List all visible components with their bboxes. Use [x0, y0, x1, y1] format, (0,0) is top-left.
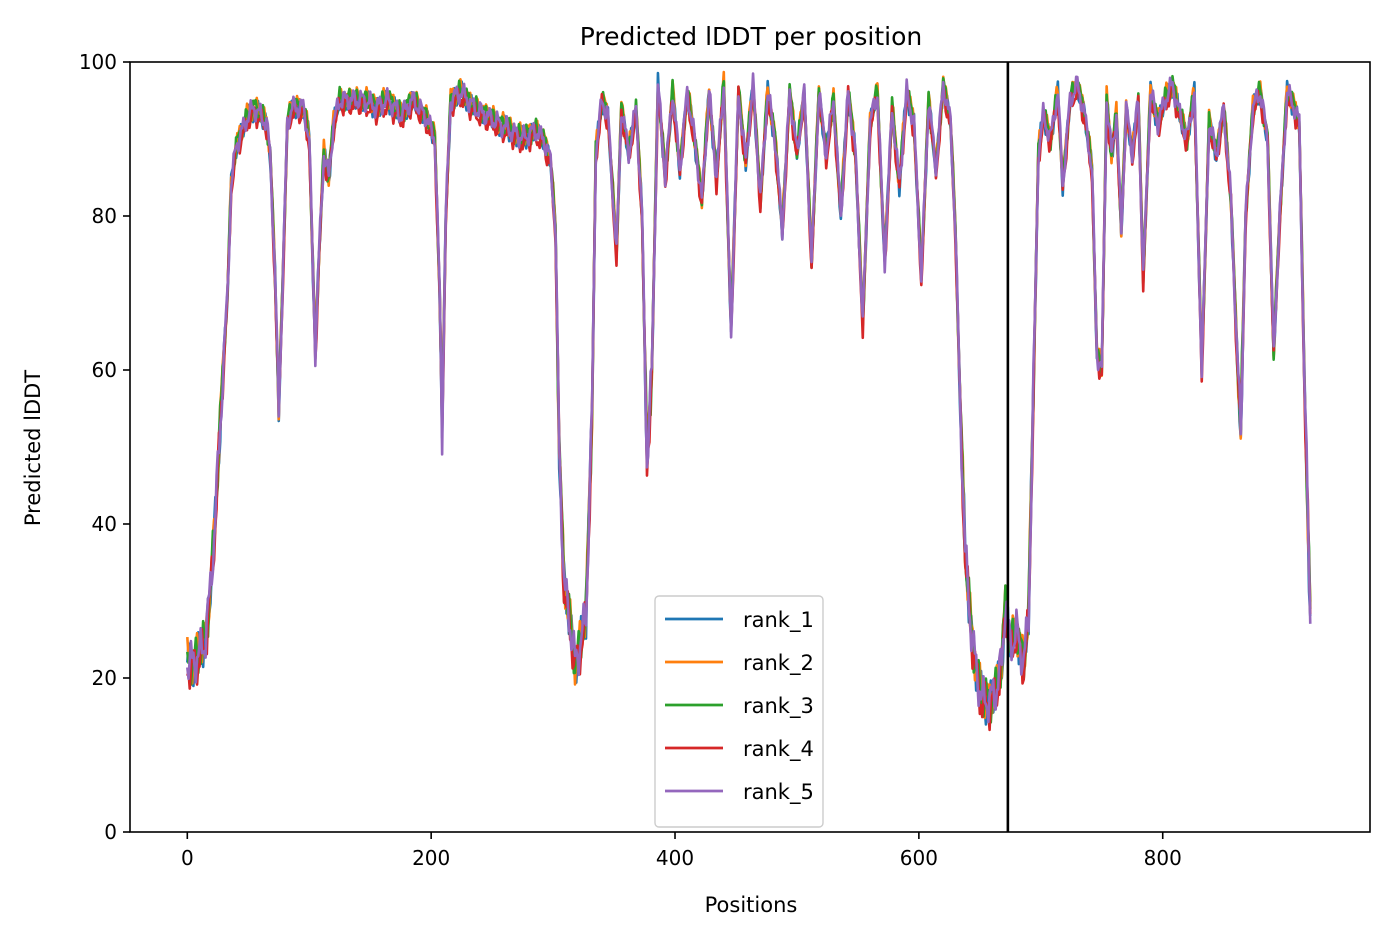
series-layer — [186, 70, 1312, 732]
x-axis-ticks: 0 200 400 600 800 — [181, 832, 1182, 870]
legend-label-rank-5: rank_5 — [743, 780, 814, 805]
x-tick-label: 800 — [1144, 846, 1182, 870]
y-tick-label: 40 — [92, 512, 117, 536]
y-tick-label: 100 — [79, 50, 117, 74]
legend-label-rank-2: rank_2 — [743, 651, 814, 676]
legend-box — [654, 595, 824, 828]
y-tick-label: 0 — [104, 820, 117, 844]
plot-frame — [129, 61, 1371, 833]
series-line-rank-5 — [186, 72, 1312, 724]
x-tick-label: 200 — [412, 846, 450, 870]
y-tick-label: 20 — [92, 666, 117, 690]
legend: rank_1 rank_2 rank_3 rank_4 rank_5 — [654, 595, 824, 828]
x-tick-label: 600 — [900, 846, 938, 870]
y-tick-label: 60 — [92, 358, 117, 382]
chart-title: Predicted lDDT per position — [580, 22, 922, 51]
y-tick-label: 80 — [92, 204, 117, 228]
x-tick-label: 400 — [656, 846, 694, 870]
x-tick-label: 0 — [181, 846, 194, 870]
y-axis-label: Predicted lDDT — [21, 370, 45, 526]
legend-label-rank-1: rank_1 — [743, 608, 814, 633]
legend-label-rank-3: rank_3 — [743, 694, 814, 719]
legend-label-rank-4: rank_4 — [743, 737, 814, 762]
x-axis-label: Positions — [705, 893, 798, 917]
y-axis-ticks: 0 20 40 60 80 100 — [79, 50, 130, 844]
